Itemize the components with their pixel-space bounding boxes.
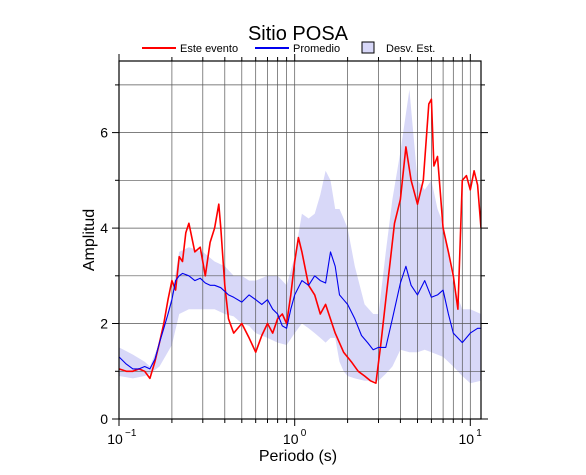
plot-frame [118,60,482,420]
x-axis-label: Periodo (s) [259,448,337,465]
legend-item: Desv. Est. [361,41,435,55]
legend-swatch-box [361,41,375,54]
legend: Este evento Promedio Desv. Est. [142,41,435,55]
std-band-layer [119,89,481,384]
legend-label: Desv. Est. [386,43,435,55]
std-band [119,89,481,384]
legend-label: Promedio [293,43,340,55]
x-tick-label: 10 1 [459,428,483,447]
x-tick-base: 10 [459,431,475,447]
x-tick-base: 10 [107,431,123,447]
series-line [119,251,481,370]
y-axis-label: Amplitud [81,209,98,271]
series-layer [119,98,481,385]
y-tick-label: 0 [100,411,108,427]
y-tick-label: 6 [100,125,108,141]
series-line [119,98,481,385]
x-tick-label: 10 0 [283,428,307,447]
y-tick-label: 2 [100,316,108,332]
x-tick-label: 10 −1 [107,428,137,447]
legend-label: Este evento [180,43,238,55]
legend-item: Promedio [255,43,340,55]
x-tick-base: 10 [283,431,299,447]
x-tick-exponent: 0 [301,428,307,439]
legend-item: Este evento [142,43,238,55]
x-tick-exponent: 1 [476,428,482,439]
chart-title: Sitio POSA [248,23,349,45]
x-tick-exponent: −1 [125,428,137,439]
y-tick-label: 4 [100,220,108,236]
gridlines [119,61,481,419]
